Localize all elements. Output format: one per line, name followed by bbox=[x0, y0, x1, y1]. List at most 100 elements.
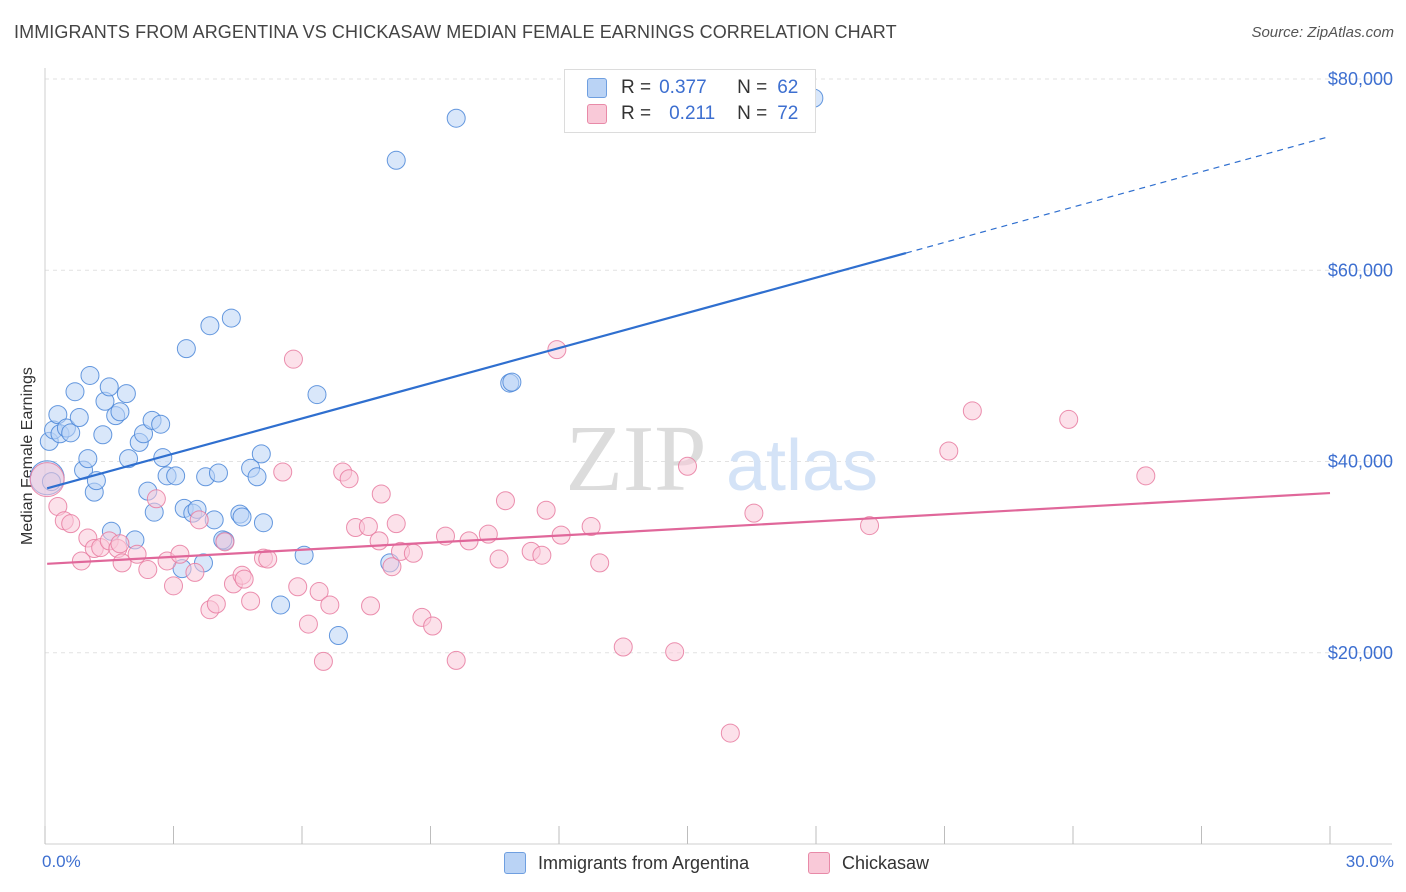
bottom-legend-argentina: Immigrants from Argentina bbox=[504, 852, 749, 874]
point-chickasaw bbox=[241, 591, 261, 611]
watermark-atlas: atlas bbox=[726, 426, 878, 506]
y-tick-label: $80,000 bbox=[1328, 69, 1393, 89]
point-chickasaw bbox=[320, 595, 340, 615]
y-tick-label: $20,000 bbox=[1328, 643, 1393, 663]
y-tick-label: $40,000 bbox=[1328, 452, 1393, 472]
point-argentina bbox=[208, 463, 228, 483]
point-chickasaw bbox=[234, 569, 254, 589]
point-chickasaw bbox=[309, 582, 329, 602]
legend-n-label: N = bbox=[737, 103, 768, 124]
point-chickasaw bbox=[860, 516, 880, 536]
point-chickasaw bbox=[283, 349, 303, 369]
point-chickasaw bbox=[185, 562, 205, 582]
y-tick-label: $60,000 bbox=[1328, 260, 1393, 280]
point-chickasaw bbox=[170, 544, 190, 564]
point-argentina bbox=[110, 402, 130, 422]
point-argentina bbox=[200, 316, 220, 336]
point-argentina bbox=[328, 626, 348, 646]
point-chickasaw bbox=[446, 650, 466, 670]
point-chickasaw bbox=[1136, 466, 1156, 486]
point-chickasaw bbox=[273, 462, 293, 482]
trend-line-chickasaw bbox=[47, 491, 1331, 565]
point-chickasaw bbox=[164, 576, 183, 596]
watermark: ZIP atlas bbox=[566, 407, 879, 511]
legend-row-chickasaw: R = 0.211 N = 72 bbox=[587, 102, 798, 126]
point-chickasaw bbox=[386, 514, 406, 534]
point-chickasaw bbox=[138, 560, 158, 580]
trend-line-argentina bbox=[46, 251, 907, 490]
bottom-legend-label: Immigrants from Argentina bbox=[538, 852, 750, 873]
point-chickasaw bbox=[127, 544, 147, 564]
point-argentina bbox=[119, 449, 139, 469]
legend-r-label: R = bbox=[621, 77, 652, 98]
point-argentina bbox=[502, 372, 522, 392]
point-chickasaw bbox=[371, 484, 391, 504]
legend-n-label: N = bbox=[737, 77, 768, 98]
point-argentina bbox=[80, 365, 100, 385]
point-chickasaw bbox=[744, 503, 764, 523]
point-chickasaw bbox=[29, 462, 65, 498]
legend-swatch-blue bbox=[587, 78, 607, 98]
stats-legend: R = 0.377 N = 62 R = 0.211 N = 72 bbox=[564, 69, 816, 133]
point-chickasaw bbox=[720, 723, 740, 743]
point-argentina bbox=[69, 408, 89, 428]
point-chickasaw bbox=[339, 469, 359, 489]
x-tick-label-min: 0.0% bbox=[42, 852, 81, 871]
point-chickasaw bbox=[495, 491, 515, 511]
point-chickasaw bbox=[313, 651, 333, 671]
point-argentina bbox=[232, 507, 252, 527]
point-chickasaw bbox=[189, 510, 209, 530]
point-argentina bbox=[65, 382, 85, 402]
point-argentina bbox=[253, 513, 273, 533]
bottom-legend-swatch-pink bbox=[808, 852, 830, 874]
point-argentina bbox=[61, 423, 81, 443]
point-chickasaw bbox=[206, 594, 226, 614]
bottom-legend-label: Chickasaw bbox=[842, 852, 930, 873]
y-tick-labels: $20,000 $40,000 $60,000 $80,000 bbox=[1328, 69, 1393, 663]
point-argentina bbox=[166, 466, 186, 486]
point-chickasaw bbox=[536, 500, 556, 520]
point-argentina bbox=[116, 384, 136, 404]
x-tick-label-max: 30.0% bbox=[1345, 852, 1394, 871]
point-argentina bbox=[99, 377, 119, 397]
point-chickasaw bbox=[489, 549, 509, 569]
axes bbox=[44, 68, 1392, 845]
point-argentina bbox=[134, 424, 154, 444]
point-chickasaw bbox=[590, 553, 610, 573]
point-chickasaw bbox=[665, 642, 685, 662]
point-argentina bbox=[221, 308, 241, 328]
gridlines bbox=[45, 78, 1392, 654]
chart-source: Source: ZipAtlas.com bbox=[1251, 24, 1394, 41]
point-chickasaw bbox=[962, 401, 982, 421]
point-chickasaw bbox=[215, 532, 235, 552]
point-chickasaw bbox=[382, 557, 402, 577]
point-chickasaw bbox=[258, 549, 278, 569]
trend-lines bbox=[46, 135, 1331, 565]
point-argentina bbox=[307, 385, 327, 405]
point-chickasaw bbox=[532, 545, 552, 565]
point-chickasaw bbox=[423, 616, 443, 636]
bottom-legend-chickasaw: Chickasaw bbox=[808, 852, 929, 874]
point-chickasaw bbox=[678, 456, 697, 476]
point-argentina bbox=[247, 467, 267, 487]
point-chickasaw bbox=[1059, 409, 1079, 429]
point-chickasaw bbox=[581, 517, 601, 537]
legend-r-label: R = bbox=[621, 103, 652, 124]
chart-title: IMMIGRANTS FROM ARGENTINA VS CHICKASAW M… bbox=[14, 22, 897, 42]
bottom-legend-swatch-blue bbox=[504, 852, 526, 874]
point-argentina bbox=[446, 108, 466, 128]
point-argentina bbox=[48, 405, 68, 425]
trend-line-argentina-extension bbox=[905, 135, 1331, 254]
point-chickasaw bbox=[403, 543, 423, 563]
point-argentina bbox=[78, 449, 98, 469]
point-argentina bbox=[271, 595, 291, 615]
point-chickasaw bbox=[61, 514, 81, 534]
legend-swatch-pink bbox=[587, 104, 607, 124]
point-chickasaw bbox=[110, 534, 130, 554]
legend-row-argentina: R = 0.377 N = 62 bbox=[587, 76, 798, 100]
point-chickasaw bbox=[298, 614, 318, 634]
legend-r-value: 0.377 bbox=[659, 77, 707, 98]
point-chickasaw bbox=[613, 637, 633, 657]
legend-n-value: 62 bbox=[777, 77, 799, 98]
point-argentina bbox=[251, 444, 271, 464]
